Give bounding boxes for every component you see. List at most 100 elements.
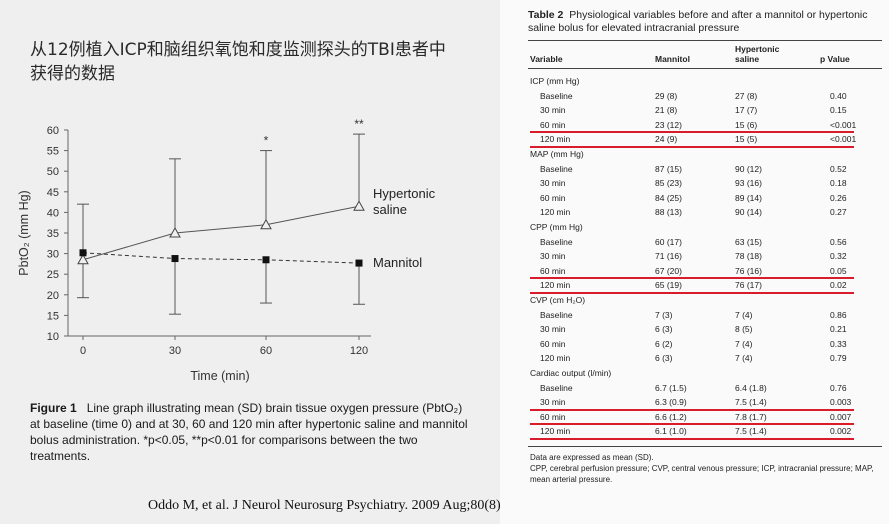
mannitol-value: 65 (19)	[655, 280, 682, 291]
row-label: Baseline	[540, 309, 573, 320]
table-notes: Data are expressed as mean (SD). CPP, ce…	[530, 452, 880, 485]
row-label: Baseline	[540, 382, 573, 393]
table-row: 60 min 6 (2) 7 (4) 0.33	[528, 337, 882, 352]
row-label: 60 min	[540, 411, 566, 422]
series-line	[82, 252, 360, 264]
table-row: Baseline 7 (3) 7 (4) 0.86	[528, 308, 882, 323]
highlight-underline	[530, 292, 854, 294]
series-line	[82, 205, 360, 261]
table-row: 120 min 6.1 (1.0) 7.5 (1.4) 0.002	[528, 424, 882, 439]
hypertonic-value: 7 (4)	[735, 338, 753, 349]
y-tick-label: 45	[47, 187, 59, 199]
row-label: 60 min	[540, 192, 566, 203]
table-note-data: Data are expressed as mean (SD).	[530, 453, 654, 462]
hypertonic-value: 7.5 (1.4)	[735, 397, 767, 408]
y-tick-label: 10	[47, 331, 59, 343]
x-axis-label: Time (min)	[190, 369, 249, 383]
header-hypertonic-line1: Hypertonic	[735, 44, 780, 54]
hypertonic-value: 93 (16)	[735, 178, 762, 189]
y-tick-label: 15	[47, 310, 59, 322]
hypertonic-value: 27 (8)	[735, 90, 758, 101]
row-label: Baseline	[540, 163, 573, 174]
p-value: 0.002	[830, 426, 852, 437]
mannitol-value: 23 (12)	[655, 119, 682, 130]
data-point-mannitol	[79, 249, 87, 257]
table-row: Baseline 60 (17) 63 (15) 0.56	[528, 235, 882, 250]
row-label: 60 min	[540, 338, 566, 349]
p-value: 0.40	[830, 90, 847, 101]
mannitol-value: 21 (8)	[655, 105, 678, 116]
table-group-row: ICP (mm Hg)	[528, 74, 882, 89]
hypertonic-value: 17 (7)	[735, 105, 758, 116]
table-row: 120 min 24 (9) 15 (5) <0.001	[528, 132, 882, 147]
mannitol-value: 6.1 (1.0)	[655, 426, 687, 437]
p-value: 0.26	[830, 192, 847, 203]
highlight-underline	[530, 438, 854, 440]
table-row: Baseline 87 (15) 90 (12) 0.52	[528, 162, 882, 177]
y-tick-label: 55	[47, 146, 59, 158]
data-point-hypertonic	[260, 218, 272, 230]
group-label: ICP (mm Hg)	[530, 76, 580, 86]
series-label: Mannitol	[373, 255, 422, 270]
table-label: Table 2	[528, 9, 564, 21]
data-point-hypertonic	[77, 253, 89, 265]
data-point-hypertonic	[169, 226, 181, 238]
figure-caption: Figure 1 Line graph illustrating mean (S…	[30, 400, 470, 464]
row-label: Baseline	[540, 90, 573, 101]
row-label: Baseline	[540, 236, 573, 247]
table-header-rule	[528, 68, 882, 69]
group-label: MAP (mm Hg)	[530, 149, 584, 159]
table-bottom-rule	[528, 446, 882, 447]
hypertonic-value: 63 (15)	[735, 236, 762, 247]
hypertonic-value: 6.4 (1.8)	[735, 382, 767, 393]
p-value: 0.27	[830, 207, 847, 218]
table-group-row: MAP (mm Hg)	[528, 147, 882, 162]
table-row: 30 min 85 (23) 93 (16) 0.18	[528, 176, 882, 191]
p-value: 0.76	[830, 382, 847, 393]
row-label: 30 min	[540, 324, 566, 335]
mannitol-value: 7 (3)	[655, 309, 673, 320]
row-label: 120 min	[540, 426, 571, 437]
table-row: 30 min 6.3 (0.9) 7.5 (1.4) 0.003	[528, 395, 882, 410]
table-caption: Physiological variables before and after…	[528, 9, 868, 34]
p-value: 0.33	[830, 338, 847, 349]
significance-marker: **	[354, 117, 364, 131]
p-value: 0.007	[830, 411, 852, 422]
hypertonic-value: 76 (17)	[735, 280, 762, 291]
highlight-underline	[530, 277, 854, 280]
y-tick-label: 60	[47, 125, 59, 137]
row-label: 120 min	[540, 280, 571, 291]
row-label: 30 min	[540, 251, 566, 262]
mannitol-value: 24 (9)	[655, 134, 678, 145]
mannitol-value: 6.3 (0.9)	[655, 397, 687, 408]
group-label: CVP (cm H₂O)	[530, 295, 586, 305]
hypertonic-value: 7 (4)	[735, 309, 753, 320]
highlight-underline	[530, 146, 854, 148]
hypertonic-value: 90 (14)	[735, 207, 762, 218]
table-row: 30 min 71 (16) 78 (18) 0.32	[528, 249, 882, 264]
row-label: 30 min	[540, 397, 566, 408]
mannitol-value: 6.7 (1.5)	[655, 382, 687, 393]
y-axis-label: PbtO₂ (mm Hg)	[17, 190, 31, 275]
row-label: 120 min	[540, 134, 571, 145]
mannitol-value: 67 (20)	[655, 265, 682, 276]
highlight-underline	[530, 408, 854, 411]
table-row: 60 min 67 (20) 76 (16) 0.05	[528, 264, 882, 279]
slide-title: 从12例植入ICP和脑组织氧饱和度监测探头的TBI患者中获得的数据	[30, 40, 446, 84]
y-tick-label: 25	[47, 269, 59, 281]
header-mannitol: Mannitol	[655, 54, 690, 64]
mannitol-value: 29 (8)	[655, 90, 678, 101]
mannitol-value: 88 (13)	[655, 207, 682, 218]
row-label: 60 min	[540, 119, 566, 130]
header-variable: Variable	[530, 54, 563, 64]
row-label: 60 min	[540, 265, 566, 276]
data-point-mannitol	[171, 255, 179, 263]
header-p-value: p Value	[820, 54, 850, 64]
table-row: 120 min 6 (3) 7 (4) 0.79	[528, 351, 882, 366]
p-value: 0.56	[830, 236, 847, 247]
y-tick-label: 20	[47, 290, 59, 302]
hypertonic-value: 7.5 (1.4)	[735, 426, 767, 437]
row-label: 30 min	[540, 105, 566, 116]
mannitol-value: 60 (17)	[655, 236, 682, 247]
